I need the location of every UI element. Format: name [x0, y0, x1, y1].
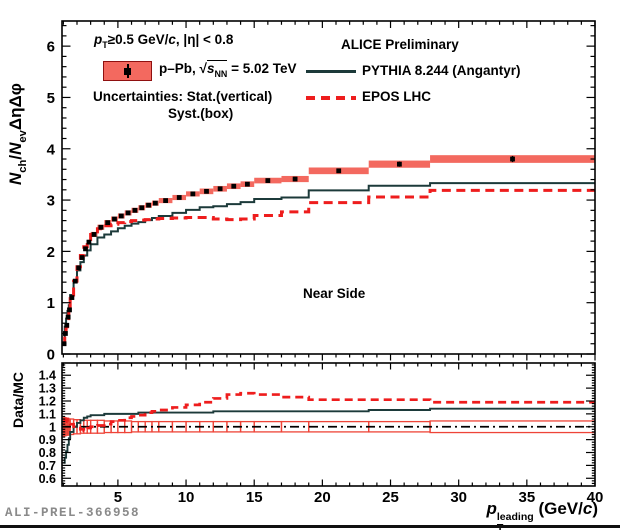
data-point-marker	[510, 156, 515, 162]
x-axis-title: pleadingT (GeV/c)	[486, 499, 598, 530]
main-panel	[62, 155, 595, 347]
svg-text:1: 1	[47, 295, 55, 312]
data-point-marker	[217, 186, 223, 192]
data-point-marker	[152, 200, 158, 206]
main-frame	[61, 20, 596, 355]
data-point-marker	[79, 255, 85, 260]
svg-text:25: 25	[382, 489, 399, 506]
data-point-marker	[132, 207, 138, 213]
svg-text:0.9: 0.9	[39, 433, 56, 447]
svg-text:35: 35	[518, 489, 535, 506]
data-point-marker	[190, 191, 196, 197]
ratio-epos-curve	[63, 391, 595, 432]
epos-curve	[63, 188, 595, 346]
svg-text:10: 10	[178, 489, 195, 506]
svg-text:4: 4	[47, 141, 56, 158]
data-point-marker	[118, 213, 124, 219]
data-point-marker	[204, 188, 209, 194]
svg-text:3: 3	[47, 193, 55, 210]
epos-dashed-swatch-icon	[306, 96, 356, 100]
data-point-marker	[86, 239, 92, 245]
pythia-line-swatch-icon	[306, 70, 356, 73]
data-point-marker	[69, 295, 75, 300]
kinematic-cuts-label: pT≥0.5 GeV/c, |η| < 0.8	[94, 32, 234, 50]
data-point-marker	[83, 246, 88, 252]
ratio-pythia-curve	[63, 407, 595, 464]
figure-id-watermark: ALI-PREL-366958	[5, 506, 141, 520]
near-side-annotation: Near Side	[303, 286, 366, 301]
data-point-marker	[336, 168, 342, 174]
data-point-marker	[91, 232, 97, 237]
data-legend-swatch	[103, 61, 152, 81]
data-point-marker	[139, 205, 145, 211]
svg-text:6: 6	[47, 39, 55, 56]
ratio-y-axis-title: Data/MC	[10, 371, 26, 428]
svg-text:0: 0	[47, 347, 55, 364]
svg-text:1: 1	[49, 420, 56, 434]
data-point-marker	[67, 307, 72, 313]
collision-system-label: p–Pb, √sNN = 5.02 TeV	[159, 60, 297, 79]
data-point-marker	[64, 322, 70, 328]
data-point-marker	[98, 224, 104, 230]
data-point-marker	[146, 202, 151, 208]
epos-legend-label: EPOS LHC	[362, 89, 432, 104]
svg-text:1.3: 1.3	[39, 382, 56, 396]
svg-text:0.6: 0.6	[39, 472, 56, 486]
ratio-panel	[62, 391, 595, 464]
uncertainties-label-line2: Syst.(box)	[168, 106, 234, 121]
data-point-marker	[112, 216, 117, 222]
data-point-marker	[231, 183, 237, 189]
data-point-marker	[396, 161, 402, 167]
svg-text:20: 20	[314, 489, 331, 506]
data-point-marker	[76, 265, 82, 271]
data-point-marker	[265, 178, 271, 183]
data-marker-icon	[124, 67, 131, 75]
svg-text:0.8: 0.8	[39, 446, 56, 460]
ratio-frame	[61, 362, 596, 487]
svg-text:1.4: 1.4	[39, 369, 56, 383]
svg-text:15: 15	[246, 489, 263, 506]
data-point-marker	[125, 210, 131, 216]
data-point-marker	[244, 181, 250, 187]
svg-text:40: 40	[587, 489, 604, 506]
svg-text:2: 2	[47, 244, 55, 261]
svg-text:5: 5	[114, 489, 122, 506]
svg-text:0.7: 0.7	[39, 459, 56, 473]
data-point-marker	[72, 278, 78, 284]
svg-text:5: 5	[47, 90, 55, 107]
svg-text:1.2: 1.2	[39, 394, 56, 408]
alice-preliminary-label: ALICE Preliminary	[341, 37, 459, 52]
svg-text:1.1: 1.1	[39, 407, 56, 421]
data-point-marker	[105, 220, 111, 226]
data-point-marker	[65, 314, 71, 320]
svg-text:30: 30	[450, 489, 467, 506]
data-point-marker	[163, 198, 169, 203]
bottom-border-bar	[0, 525, 620, 528]
main-y-axis-title: Nch/NevΔηΔφ	[6, 83, 30, 185]
axis-ticks	[62, 21, 596, 486]
uncertainties-label-line1: Uncertainties: Stat.(vertical)	[93, 89, 273, 104]
data-point-marker	[292, 176, 298, 182]
data-point-marker	[176, 195, 182, 200]
pythia-legend-label: PYTHIA 8.244 (Angantyr)	[362, 63, 521, 78]
